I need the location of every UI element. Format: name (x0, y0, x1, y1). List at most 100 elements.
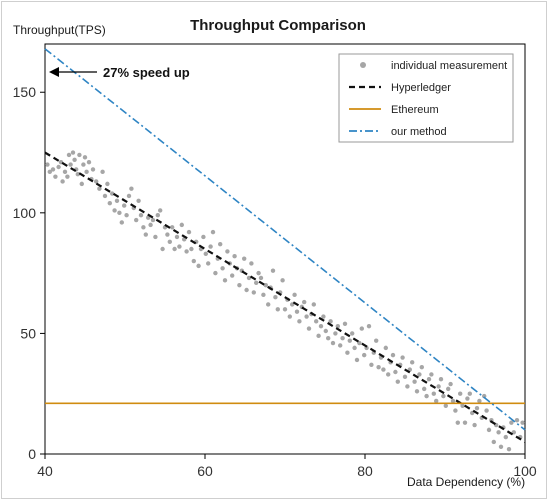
plot-border (44, 43, 526, 455)
data-point-individual-measurement (352, 345, 357, 351)
data-point-individual-measurement (160, 246, 165, 252)
data-point-individual-measurement (143, 232, 148, 237)
data-point-individual-measurement (258, 275, 264, 281)
data-point-individual-measurement (141, 225, 146, 230)
data-point-individual-measurement (97, 186, 102, 191)
data-point-individual-measurement (335, 323, 340, 329)
data-point-individual-measurement (458, 391, 463, 396)
data-point-individual-measurement (333, 331, 338, 336)
legend: individual measurement Hyperledger Ether… (338, 53, 514, 143)
tick-labels: 40 60 80 100 0 50 100 150 (13, 84, 537, 479)
data-point-individual-measurement (414, 389, 420, 394)
data-point-individual-measurement (66, 152, 72, 158)
data-point-individual-measurement (393, 369, 398, 375)
data-point-individual-measurement (467, 391, 472, 396)
data-point-individual-measurement (82, 155, 88, 160)
data-point-individual-measurement (222, 278, 228, 283)
data-point-individual-measurement (426, 377, 432, 382)
data-point-individual-measurement (165, 232, 170, 237)
data-point-individual-measurement (369, 362, 374, 367)
data-point-individual-measurement (170, 225, 175, 230)
data-point-individual-measurement (282, 307, 288, 312)
data-point-individual-measurement (94, 179, 99, 184)
data-point-individual-measurement (270, 268, 276, 273)
data-point-individual-measurement (345, 350, 350, 355)
data-point-individual-measurement (455, 420, 460, 425)
data-point-individual-measurement (261, 292, 266, 298)
data-point-individual-measurement (386, 372, 391, 377)
data-point-individual-measurement (266, 302, 271, 307)
data-point-individual-measurement (434, 398, 439, 404)
data-point-individual-measurement (326, 336, 331, 341)
data-point-individual-measurement (491, 439, 496, 445)
data-point-individual-measurement (506, 446, 512, 452)
data-point-individual-measurement (287, 314, 292, 319)
y-axis-label: Throughput(TPS) (13, 23, 106, 37)
data-point-individual-measurement (68, 162, 73, 167)
data-point-individual-measurement (424, 393, 429, 399)
data-point-individual-measurement (72, 157, 77, 162)
data-point-individual-measurement (184, 249, 189, 254)
data-point-individual-measurement (47, 169, 52, 175)
data-point-individual-measurement (477, 398, 482, 404)
data-point-individual-measurement (77, 152, 82, 158)
data-point-individual-measurement (350, 331, 355, 336)
data-point-individual-measurement (429, 372, 434, 377)
data-point-individual-measurement (318, 323, 324, 329)
data-point-individual-measurement (441, 393, 446, 399)
data-point-individual-measurement (206, 261, 211, 266)
data-point-individual-measurement (167, 239, 172, 244)
data-point-individual-measurement (129, 186, 134, 191)
data-point-individual-measurement (328, 319, 333, 324)
data-point-individual-measurement (465, 396, 470, 401)
data-point-individual-measurement (79, 181, 85, 187)
data-point-individual-measurement (294, 309, 300, 314)
data-point-individual-measurement (254, 280, 259, 285)
data-point-individual-measurement (509, 420, 514, 425)
data-point-individual-measurement (244, 287, 249, 293)
data-point-individual-measurement (256, 270, 261, 276)
data-point-individual-measurement (431, 391, 436, 396)
data-point-individual-measurement (436, 384, 441, 389)
annotation: 27% speed up (49, 65, 190, 80)
data-point-individual-measurement (321, 314, 326, 319)
data-point-individual-measurement (520, 420, 525, 425)
data-point-individual-measurement (81, 162, 86, 167)
annotation-arrowhead (49, 67, 59, 77)
data-point-individual-measurement (112, 208, 117, 213)
data-point-individual-measurement (381, 367, 386, 372)
data-point-individual-measurement (177, 244, 182, 249)
data-point-individual-measurement (450, 398, 456, 404)
chart-title: Throughput Comparison (190, 17, 366, 34)
legend-marker-individual-measurement (360, 62, 366, 68)
data-point-individual-measurement (443, 403, 448, 408)
data-point-individual-measurement (189, 246, 194, 252)
data-point-individual-measurement (62, 169, 68, 175)
data-point-individual-measurement (402, 374, 408, 380)
data-point-individual-measurement (316, 333, 321, 339)
data-point-individual-measurement (314, 319, 319, 324)
data-point-individual-measurement (191, 258, 196, 264)
data-point-individual-measurement (311, 302, 316, 307)
data-point-individual-measurement (357, 340, 362, 346)
legend-box (338, 53, 514, 143)
data-point-individual-measurement (201, 234, 206, 240)
data-point-individual-measurement (126, 193, 132, 199)
data-point-individual-measurement (196, 263, 201, 269)
data-point-individual-measurement (503, 434, 508, 440)
legend-label-hyperledger: Hyperledger (391, 82, 451, 94)
data-point-individual-measurement (342, 321, 348, 326)
data-point-individual-measurement (484, 408, 489, 413)
data-point-individual-measurement (65, 174, 70, 179)
data-point-individual-measurement (462, 420, 468, 425)
data-point-individual-measurement (218, 241, 223, 247)
data-point-individual-measurement (354, 357, 360, 363)
data-point-individual-measurement (45, 162, 50, 167)
series-line-hyperledger (44, 151, 526, 443)
data-point-individual-measurement (330, 340, 336, 346)
data-point-individual-measurement (419, 364, 424, 370)
y-tick-label: 100 (13, 205, 37, 221)
data-point-individual-measurement (153, 234, 158, 240)
data-point-individual-measurement (280, 278, 285, 283)
